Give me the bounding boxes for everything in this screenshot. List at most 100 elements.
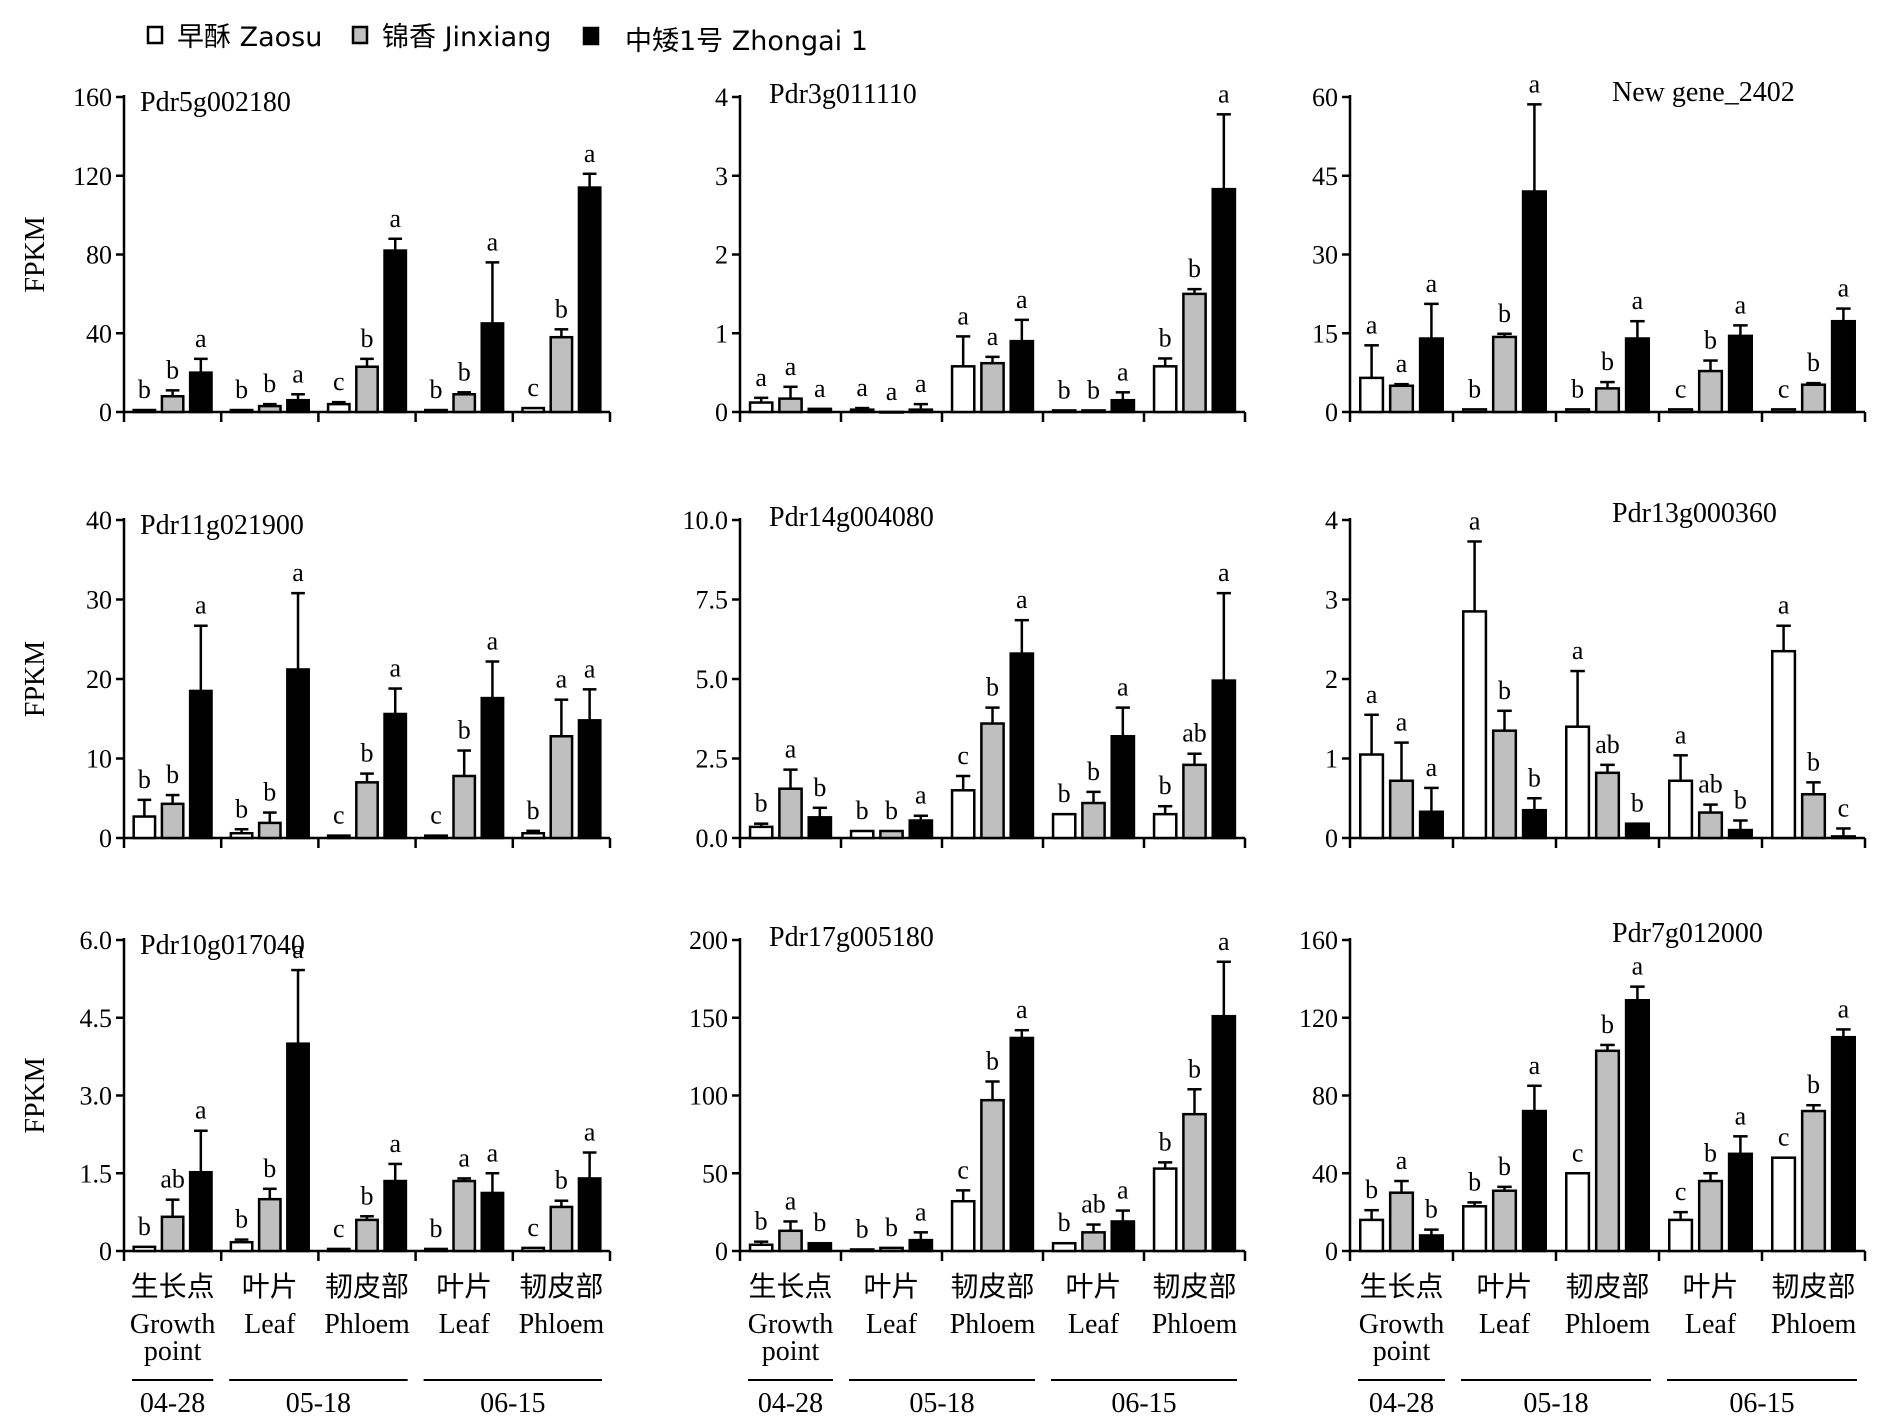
significance-letter: a <box>1529 1051 1541 1080</box>
significance-letter: c <box>527 1213 539 1242</box>
bar <box>908 408 934 414</box>
y-tick-label: 5.0 <box>696 665 729 694</box>
significance-letter: a <box>1735 290 1747 319</box>
significance-letter: ab <box>1182 719 1207 748</box>
x-label-en: point <box>762 1336 820 1367</box>
bar <box>188 689 213 840</box>
significance-letter: b <box>1528 763 1541 792</box>
date-label: 05-18 <box>1523 1388 1588 1417</box>
bar <box>849 1248 875 1253</box>
significance-letter: b <box>813 773 826 802</box>
y-tick-label: 40 <box>86 506 112 535</box>
bar <box>355 1218 379 1253</box>
y-tick-label: 3.0 <box>80 1082 113 1111</box>
bar <box>1110 1220 1136 1253</box>
bar <box>1462 408 1488 414</box>
significance-letter: b <box>1807 747 1820 776</box>
x-label-en: Growth <box>130 1309 216 1340</box>
significance-letter: a <box>487 227 499 256</box>
significance-letter: a <box>389 204 401 233</box>
bar <box>132 815 157 840</box>
y-tick-label: 0 <box>715 398 728 427</box>
significance-letter: a <box>755 363 767 392</box>
y-tick-label: 30 <box>86 586 112 615</box>
significance-letter: a <box>1778 591 1790 620</box>
significance-letter: b <box>1468 1167 1481 1196</box>
bar <box>1110 398 1136 414</box>
x-label-en: point <box>144 1336 202 1367</box>
significance-letter: a <box>1426 753 1438 782</box>
significance-letter: b <box>263 1154 276 1183</box>
bar <box>1521 1109 1547 1253</box>
bar <box>1771 649 1797 840</box>
x-label-zh: 生长点 <box>748 1270 832 1303</box>
significance-letter: b <box>1058 375 1071 404</box>
legend-swatch-jinxiang <box>351 25 369 45</box>
y-tick-label: 20 <box>86 665 112 694</box>
panel-title: Pdr3g011110 <box>769 79 917 110</box>
significance-letter: b <box>361 1181 374 1210</box>
bar <box>980 722 1005 840</box>
bar <box>1388 384 1415 414</box>
significance-letter: c <box>1778 1123 1790 1152</box>
x-label-zh: 韧皮部 <box>1565 1270 1649 1303</box>
significance-letter: a <box>1016 285 1028 314</box>
bar <box>1110 734 1136 840</box>
significance-letter: b <box>527 796 540 825</box>
significance-letter: a <box>556 665 568 694</box>
significance-letter: b <box>1498 676 1511 705</box>
bar <box>1418 810 1444 840</box>
y-tick-label: 4 <box>715 83 728 112</box>
y-tick-label: 0 <box>99 824 112 853</box>
panel-title: Pdr17g005180 <box>769 922 934 953</box>
significance-letter: a <box>814 374 826 403</box>
significance-letter: b <box>555 1166 568 1195</box>
bar <box>1668 1218 1694 1253</box>
y-tick-label: 10 <box>86 745 112 774</box>
bar <box>1388 1191 1415 1253</box>
bar <box>1152 812 1178 840</box>
bar <box>1491 335 1518 414</box>
bar <box>480 322 505 414</box>
significance-letter: c <box>1675 1177 1687 1206</box>
bar <box>1800 1109 1827 1253</box>
y-tick-label: 4 <box>1325 506 1338 535</box>
significance-letter: a <box>389 654 401 683</box>
y-tick-label: 1.5 <box>80 1159 113 1188</box>
bar <box>1668 779 1694 840</box>
significance-letter: b <box>429 375 442 404</box>
bar <box>879 1246 904 1253</box>
significance-letter: a <box>785 352 797 381</box>
significance-letter: a <box>487 1138 499 1167</box>
significance-letter: c <box>957 741 969 770</box>
significance-letter: b <box>1188 1054 1201 1083</box>
significance-letter: a <box>584 139 596 168</box>
significance-letter: a <box>1396 1146 1408 1175</box>
bar <box>1491 1189 1518 1253</box>
bar <box>1594 771 1621 840</box>
significance-letter: c <box>333 801 345 830</box>
bar <box>229 831 254 840</box>
y-tick-label: 60 <box>1312 83 1338 112</box>
bar <box>160 395 185 414</box>
bar <box>229 408 254 414</box>
panel-title: Pdr7g012000 <box>1612 918 1763 949</box>
y-tick-label: 7.5 <box>696 586 729 615</box>
y-tick-label: 0 <box>1325 1237 1338 1266</box>
panel-title: Pdr14g004080 <box>769 502 934 533</box>
bar <box>132 408 157 414</box>
bar <box>1359 1218 1385 1253</box>
x-label-zh: 叶片 <box>1065 1270 1121 1303</box>
bar <box>480 696 505 840</box>
bar <box>1182 1112 1207 1253</box>
bar <box>1491 729 1518 840</box>
significance-letter: a <box>1426 269 1438 298</box>
significance-letter: c <box>1838 793 1850 822</box>
bar <box>1152 365 1178 414</box>
bar <box>383 249 408 414</box>
date-label: 05-18 <box>286 1388 351 1417</box>
